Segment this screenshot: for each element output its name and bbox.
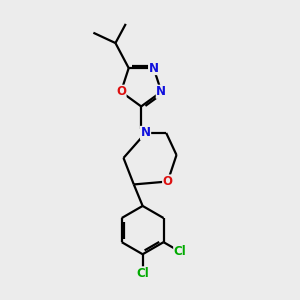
- Text: Cl: Cl: [174, 245, 187, 258]
- Text: Cl: Cl: [136, 267, 149, 280]
- Text: N: N: [148, 61, 159, 75]
- Text: N: N: [156, 85, 166, 98]
- Text: O: O: [116, 85, 126, 98]
- Text: O: O: [163, 175, 173, 188]
- Text: N: N: [141, 126, 151, 140]
